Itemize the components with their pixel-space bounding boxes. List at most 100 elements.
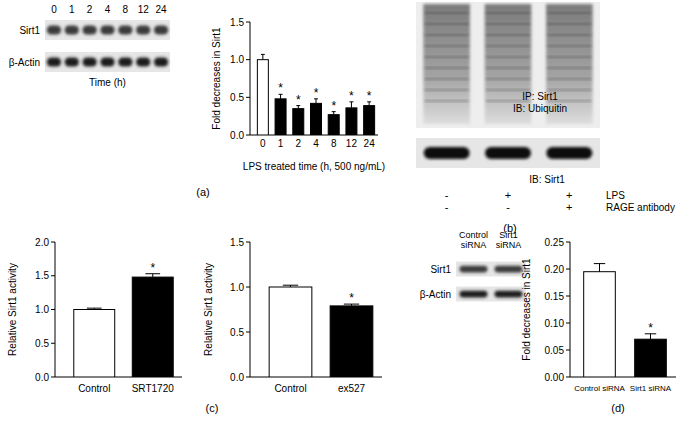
label-line: 12: [346, 138, 358, 149]
row-label: β-Actin: [9, 57, 40, 68]
y-tick-label: 1.0: [230, 54, 244, 65]
band: [118, 58, 132, 67]
panel-label: (c): [206, 402, 219, 414]
y-tick: [51, 343, 55, 344]
y-tick: [246, 287, 250, 288]
condition-sign: +: [505, 189, 511, 201]
smear-band: [547, 56, 591, 58]
smear-band: [425, 100, 469, 102]
label-line: 8: [123, 4, 129, 15]
y-tick-label: 0.10: [545, 318, 565, 329]
band: [154, 58, 168, 67]
bar: [311, 103, 322, 135]
lane-label: 0: [51, 4, 57, 15]
significance: *: [349, 291, 354, 305]
smear-band: [547, 23, 591, 25]
label-line: 1: [69, 4, 75, 15]
lane-label: 12: [138, 4, 150, 15]
x-tick-label: 2: [296, 138, 302, 149]
band: [47, 58, 61, 67]
label-line: 0: [260, 138, 266, 149]
band: [495, 291, 523, 298]
label-line: 8: [331, 138, 337, 149]
panel-label: (a): [196, 186, 209, 198]
x-tick-label: 0: [260, 138, 266, 149]
smear-band: [486, 23, 530, 25]
smear-band: [547, 67, 591, 69]
y-axis-label: Relative Sirt1 activity: [7, 263, 18, 356]
significance: *: [349, 89, 354, 103]
y-tick-label: 1.0: [35, 304, 49, 315]
bar: [275, 99, 286, 135]
y-tick: [246, 135, 250, 136]
western-blot: 012481224Sirt1β-ActinTime (h): [9, 4, 170, 88]
panel-label: (d): [611, 402, 624, 414]
significance: *: [296, 93, 301, 107]
label-line: 2: [296, 138, 302, 149]
label-line: 2: [87, 4, 93, 15]
y-tick-label: 1.5: [35, 270, 49, 281]
smear-band: [547, 34, 591, 36]
smear-band: [547, 78, 591, 80]
y-tick: [566, 269, 570, 270]
y-axis-label: Fold decreases in Sirt1: [211, 27, 222, 130]
band: [154, 26, 168, 35]
label-line: 1: [278, 138, 284, 149]
blot-axis-label: Time (h): [89, 77, 126, 88]
ip-blot: IP: Sirt1IB: UbiquitinIB: Sirt1-++LPS--+…: [416, 2, 675, 213]
x-tick-label: SRT1720: [132, 383, 175, 394]
bar-chart: 0.000.050.100.150.200.25Fold decreases i…: [521, 237, 676, 394]
label-line: Control: [78, 383, 110, 394]
condition-sign: +: [566, 189, 572, 201]
smear-band: [425, 34, 469, 36]
blot-strip: [45, 52, 170, 72]
y-tick-label: 0.15: [545, 291, 565, 302]
y-tick: [566, 242, 570, 243]
band: [118, 26, 132, 35]
x-tick-label: ex527: [338, 383, 366, 394]
smear-band: [486, 56, 530, 58]
lane-label: 2: [87, 4, 93, 15]
blot-strip: [456, 262, 526, 277]
condition-sign: +: [566, 201, 572, 213]
blot-label: IB: Sirt1: [529, 174, 565, 185]
smear-band: [486, 34, 530, 36]
y-tick: [246, 22, 250, 23]
row-label: β-Actin: [420, 289, 451, 300]
y-axis: [250, 242, 251, 377]
figure: 012481224Sirt1β-ActinTime (h)IP: Sirt1IB…: [0, 0, 681, 421]
y-axis: [570, 242, 571, 377]
label-line: SRT1720: [132, 383, 175, 394]
blot-strip: [45, 20, 170, 40]
y-axis-label: Fold decreases in Sirt1: [521, 258, 532, 361]
bar: [584, 272, 616, 377]
y-tick: [246, 59, 250, 60]
smear-band: [425, 56, 469, 58]
smear-band: [547, 12, 591, 14]
y-tick: [51, 309, 55, 310]
label-line: Control: [459, 230, 488, 240]
marks: [74, 274, 173, 377]
y-tick-label: 0.25: [545, 237, 565, 248]
band: [100, 26, 114, 35]
y-tick: [51, 377, 55, 378]
band: [136, 58, 150, 67]
band: [83, 58, 97, 67]
marks: [269, 285, 373, 377]
y-tick: [246, 242, 250, 243]
bar: [132, 277, 173, 377]
smear-band: [425, 67, 469, 69]
error-bar: [87, 308, 102, 309]
bar: [346, 108, 357, 135]
blot-membrane: [416, 2, 600, 128]
band: [495, 266, 523, 273]
condition-label: LPS: [606, 190, 625, 201]
blot-strip: [416, 138, 600, 168]
lane-label: 8: [123, 4, 129, 15]
x-tick-label: 4: [313, 138, 319, 149]
smear-band: [486, 67, 530, 69]
bar: [293, 109, 304, 135]
y-tick: [51, 275, 55, 276]
smear-band: [486, 78, 530, 80]
y-axis-label: Relative Sirt1 activity: [203, 263, 214, 356]
